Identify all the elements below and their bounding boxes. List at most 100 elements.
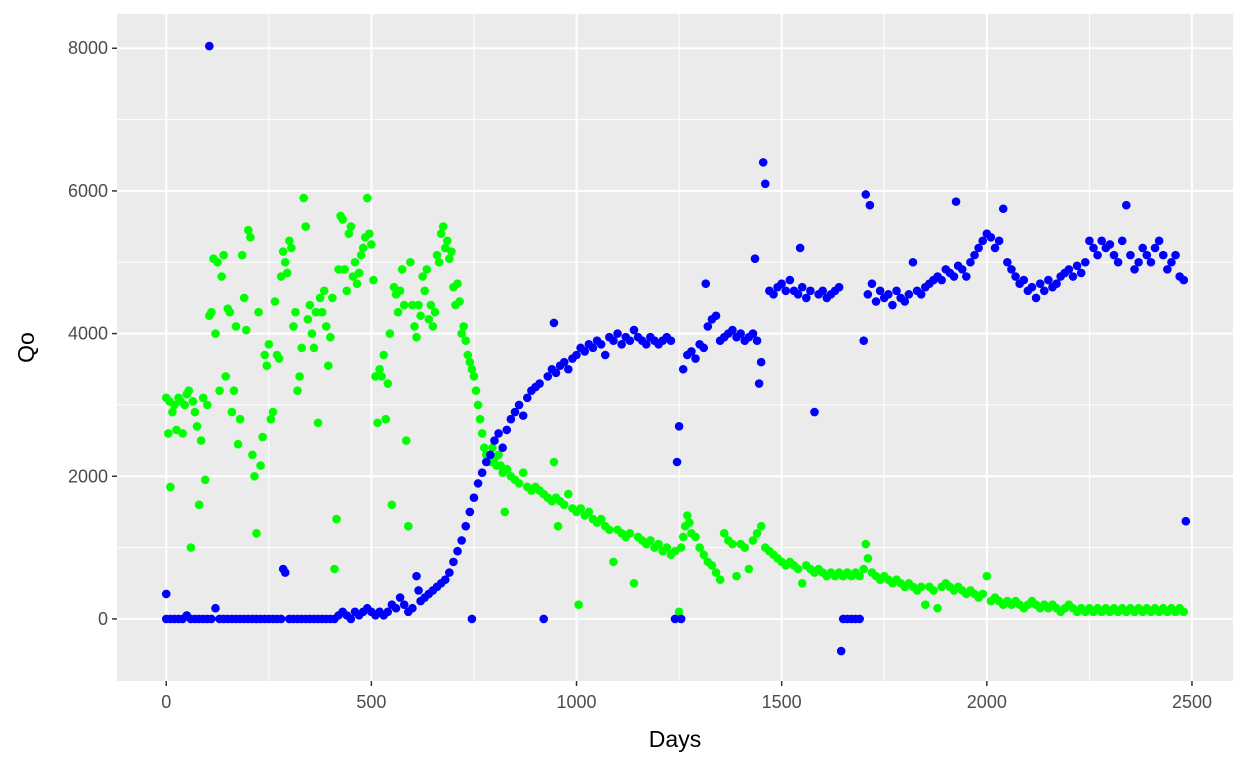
data-point-series-1	[445, 254, 454, 263]
data-point-series-2	[750, 254, 760, 263]
data-point-series-2	[1130, 265, 1139, 274]
data-point-series-2	[564, 364, 573, 374]
data-point-series-1	[732, 571, 741, 581]
data-point-series-1	[383, 379, 393, 388]
data-point-series-1	[740, 543, 750, 552]
data-point-series-1	[291, 307, 300, 317]
data-point-series-2	[494, 429, 503, 438]
data-point-series-1	[404, 521, 413, 531]
data-point-series-2	[1003, 257, 1012, 267]
data-point-series-1	[237, 250, 247, 260]
data-point-series-2	[1035, 279, 1045, 288]
data-point-series-1	[674, 607, 684, 617]
data-point-series-1	[258, 432, 267, 442]
data-point-series-2	[629, 325, 639, 335]
data-point-series-2	[1011, 272, 1020, 281]
data-point-series-2	[473, 479, 483, 488]
data-point-series-1	[752, 529, 762, 538]
data-point-series-2	[904, 290, 914, 299]
data-point-series-2	[888, 300, 897, 310]
data-point-series-2	[461, 521, 471, 531]
data-point-series-1	[500, 507, 510, 517]
data-point-series-1	[715, 575, 725, 585]
data-point-series-2	[1113, 257, 1123, 267]
data-point-series-2	[801, 293, 811, 303]
data-point-series-2	[672, 457, 682, 467]
data-point-series-2	[625, 336, 635, 346]
data-point-series-2	[551, 368, 561, 378]
data-point-series-2	[207, 614, 216, 624]
data-point-series-1	[344, 229, 354, 239]
y-axis-ticks: 0 2000 4000 6000 8000	[68, 38, 117, 629]
y-tick-label: 6000	[68, 181, 108, 201]
data-point-series-1	[514, 479, 524, 488]
data-point-series-2	[900, 297, 910, 306]
y-tick-label: 2000	[68, 466, 108, 486]
data-point-series-2	[1117, 236, 1127, 246]
data-point-series-1	[685, 518, 694, 527]
data-point-series-2	[457, 536, 466, 545]
data-point-series-1	[381, 414, 391, 424]
data-point-series-1	[473, 400, 483, 410]
data-point-series-2	[1171, 250, 1180, 260]
data-point-series-2	[502, 425, 512, 435]
data-point-series-1	[326, 332, 335, 342]
y-tick-label: 4000	[68, 324, 108, 344]
data-point-series-1	[576, 504, 585, 513]
x-tick-label: 500	[356, 692, 386, 712]
data-point-series-1	[317, 307, 327, 317]
data-point-series-1	[188, 397, 198, 406]
data-point-series-2	[957, 265, 967, 274]
data-point-series-1	[221, 372, 231, 381]
data-point-series-2	[412, 571, 421, 581]
data-point-series-1	[340, 265, 350, 274]
data-point-series-1	[262, 361, 272, 370]
data-point-series-2	[836, 646, 846, 656]
data-point-series-2	[580, 347, 590, 356]
data-point-series-1	[219, 250, 228, 260]
data-point-series-1	[793, 564, 803, 574]
data-point-series-1	[295, 372, 304, 381]
data-point-series-2	[666, 336, 676, 346]
data-point-series-2	[687, 347, 696, 356]
data-point-series-1	[371, 372, 380, 381]
data-point-series-1	[420, 286, 430, 296]
data-point-series-1	[549, 457, 559, 467]
data-point-series-1	[282, 268, 292, 278]
data-point-series-1	[213, 257, 222, 267]
data-point-series-2	[383, 607, 393, 617]
data-point-series-2	[1007, 265, 1016, 274]
data-point-series-1	[168, 407, 177, 417]
data-point-series-2	[674, 422, 684, 431]
data-point-series-1	[728, 539, 737, 549]
data-point-series-2	[498, 443, 507, 453]
data-point-series-1	[180, 400, 189, 410]
data-point-series-2	[797, 282, 807, 292]
data-point-series-1	[455, 297, 464, 306]
data-point-series-1	[309, 343, 319, 353]
plot-panel	[117, 14, 1233, 681]
data-point-series-2	[535, 379, 544, 388]
data-point-series-2	[970, 250, 979, 260]
data-point-series-1	[211, 329, 220, 338]
data-point-series-1	[605, 525, 614, 535]
data-point-series-2	[1064, 265, 1074, 274]
data-point-series-2	[549, 318, 559, 328]
data-point-series-2	[518, 411, 528, 420]
data-point-series-2	[1179, 275, 1189, 285]
data-point-series-1	[367, 240, 376, 249]
data-point-series-1	[469, 372, 479, 381]
data-point-series-1	[654, 539, 663, 549]
data-point-series-1	[241, 325, 251, 335]
data-point-series-1	[719, 529, 729, 538]
data-point-series-2	[701, 279, 711, 288]
data-point-series-2	[1097, 236, 1107, 246]
data-point-series-2	[986, 232, 996, 242]
data-point-series-1	[332, 514, 341, 524]
data-point-series-1	[683, 511, 692, 520]
data-point-series-1	[465, 357, 475, 367]
data-point-series-1	[227, 407, 237, 417]
data-point-series-2	[1068, 272, 1078, 281]
data-point-series-1	[303, 315, 313, 324]
data-point-series-2	[769, 290, 778, 299]
